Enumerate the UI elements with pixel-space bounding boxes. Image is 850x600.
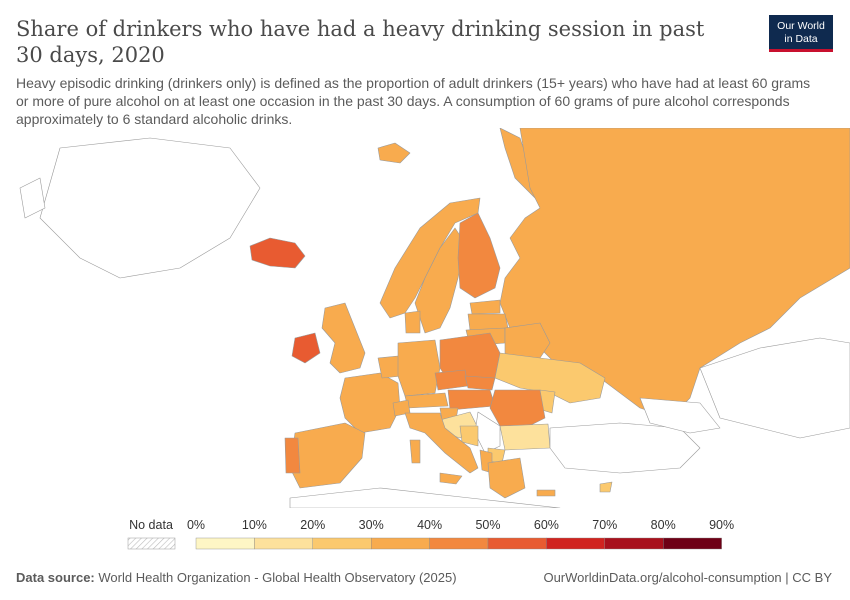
- legend-tick-5: 50%: [475, 518, 500, 532]
- region-ireland: [291, 332, 321, 364]
- legend-bin-6: [546, 537, 606, 550]
- data-source: Data source: World Health Organization -…: [16, 570, 457, 585]
- legend-tick-9: 90%: [709, 518, 734, 532]
- region-cyprus: [599, 481, 613, 493]
- region-finland: [457, 212, 501, 299]
- legend-tick-7: 70%: [592, 518, 617, 532]
- region-germany: [397, 339, 441, 397]
- footer-link[interactable]: OurWorldinData.org/alcohol-consumption |…: [543, 570, 832, 585]
- region-svalbard: [377, 142, 411, 164]
- legend-tick-8: 80%: [651, 518, 676, 532]
- region-belarus: [504, 322, 551, 359]
- region-sicily: [439, 472, 463, 485]
- chart-title: Share of drinkers who have had a heavy d…: [16, 17, 705, 67]
- region-arctic-isle: [19, 177, 46, 219]
- source-text[interactable]: World Health Organization - Global Healt…: [98, 570, 457, 585]
- legend-bin-3: [371, 537, 430, 550]
- region-uk: [321, 302, 366, 374]
- region-spain: [289, 422, 366, 489]
- legend-tick-2: 20%: [300, 518, 325, 532]
- region-kazakhstan: [699, 337, 850, 439]
- region-slovakia: [464, 375, 496, 391]
- legend-bin-2: [312, 537, 372, 550]
- region-portugal: [284, 437, 301, 474]
- region-turkey: [549, 422, 701, 474]
- legend-bin-1: [254, 537, 313, 550]
- region-france: [339, 372, 401, 434]
- legend-no-data-swatch: [127, 537, 176, 550]
- logo-line-2: in Data: [784, 32, 818, 45]
- legend-tick-0: 0%: [187, 518, 205, 532]
- region-latvia: [467, 313, 509, 331]
- region-bih: [459, 425, 479, 447]
- region-romania: [489, 389, 546, 429]
- choropleth-map[interactable]: [0, 128, 850, 508]
- legend-tick-6: 60%: [534, 518, 559, 532]
- region-czechia: [434, 369, 469, 391]
- legend-bin-7: [604, 537, 664, 550]
- source-label: Data source:: [16, 570, 95, 585]
- legend-bins: [195, 537, 722, 550]
- region-greece: [487, 457, 526, 499]
- legend-bin-5: [487, 537, 547, 550]
- region-italy: [404, 412, 479, 474]
- logo-line-1: Our World: [777, 20, 825, 32]
- region-crete: [536, 489, 556, 497]
- region-caucasus: [639, 397, 721, 434]
- region-sardinia: [409, 439, 421, 464]
- region-denmark: [404, 310, 421, 334]
- legend-tick-4: 40%: [417, 518, 442, 532]
- legend-tick-1: 10%: [242, 518, 267, 532]
- region-greenland: [39, 137, 261, 279]
- legend-tick-3: 30%: [359, 518, 384, 532]
- legend-bin-4: [429, 537, 489, 550]
- legend-no-data-label: No data: [129, 518, 173, 532]
- chart-subtitle: Heavy episodic drinking (drinkers only) …: [16, 75, 811, 127]
- legend: No data 0% 10% 20% 30% 40% 50% 60% 70% 80% 90%: [127, 518, 734, 550]
- region-ukraine: [494, 352, 606, 404]
- legend-ticks: 0% 10% 20% 30% 40% 50% 60% 70% 80% 90%: [187, 518, 734, 532]
- region-bulgaria: [499, 423, 551, 451]
- legend-bin-8: [663, 537, 722, 550]
- region-estonia: [469, 299, 501, 315]
- region-iceland: [249, 237, 306, 269]
- region-austria: [404, 392, 449, 409]
- region-hungary: [447, 389, 496, 411]
- owid-logo[interactable]: Our World in Data: [769, 15, 833, 52]
- legend-bin-0: [195, 537, 255, 550]
- region-north-africa: [289, 487, 561, 508]
